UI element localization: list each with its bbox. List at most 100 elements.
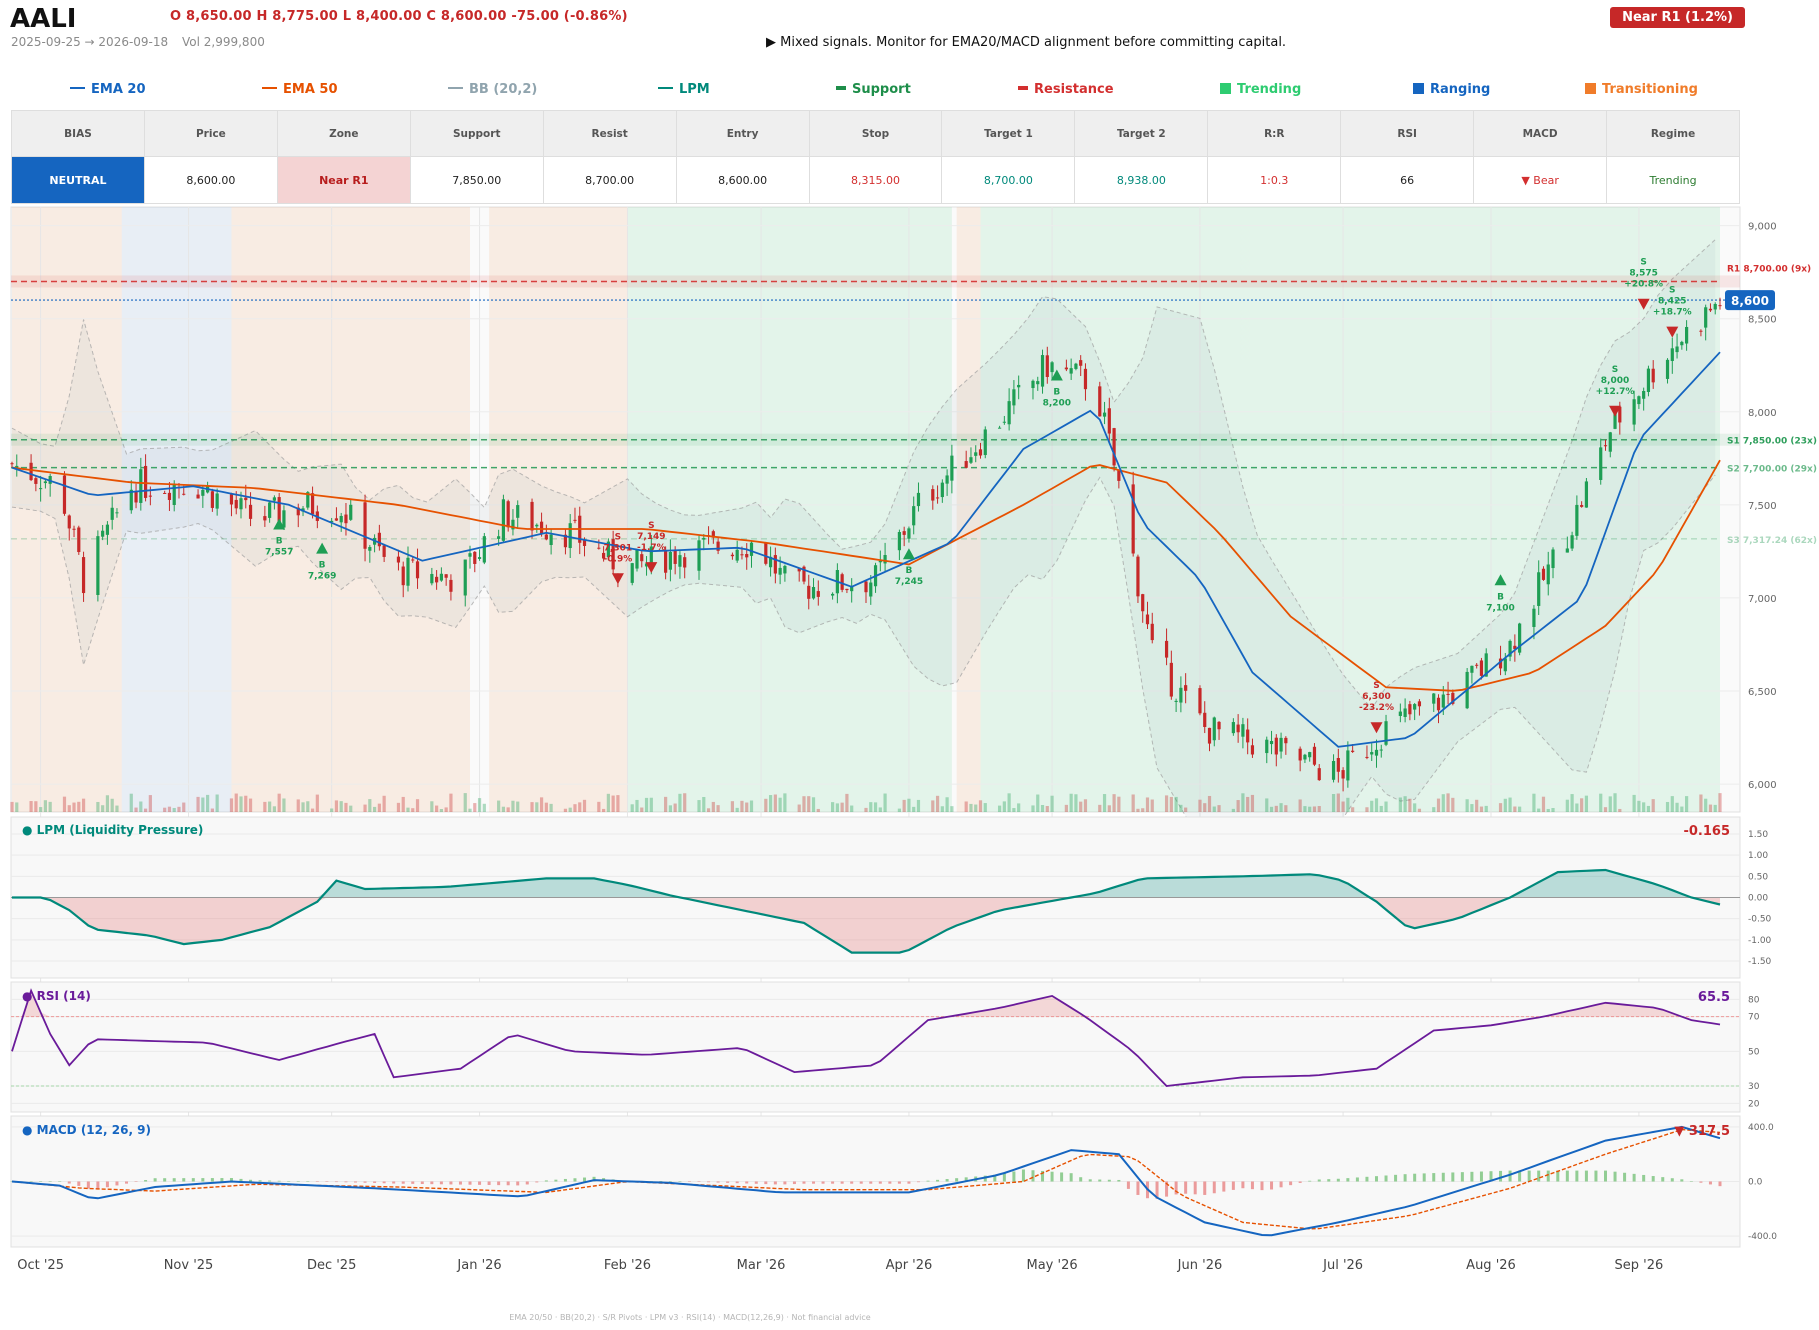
volume-bar bbox=[1331, 794, 1336, 812]
legend-item-lpm[interactable]: LPM bbox=[658, 82, 710, 97]
volume-bar bbox=[749, 800, 754, 812]
macd-histogram-bar bbox=[392, 1181, 396, 1184]
volume-bar bbox=[368, 799, 372, 812]
volume-bar bbox=[797, 804, 801, 812]
volume-bar bbox=[1164, 795, 1169, 812]
candle-body bbox=[268, 502, 272, 518]
candle-body bbox=[978, 449, 983, 456]
legend-item-ema-50[interactable]: EMA 50 bbox=[262, 82, 338, 97]
legend-item-ranging[interactable]: Ranging bbox=[1413, 82, 1490, 97]
signal-side-label: B bbox=[1497, 592, 1504, 602]
macd-histogram-bar bbox=[840, 1181, 844, 1184]
candle-body bbox=[339, 515, 343, 523]
candle-body bbox=[430, 573, 434, 584]
candle-body bbox=[1141, 594, 1145, 612]
macd-histogram-bar bbox=[1184, 1181, 1188, 1194]
legend-swatch bbox=[70, 86, 85, 89]
candle-body bbox=[1479, 660, 1484, 676]
volume-bar bbox=[105, 795, 110, 812]
legend-label: Transitioning bbox=[1602, 82, 1698, 97]
candle-body bbox=[535, 524, 539, 527]
candle-body bbox=[931, 489, 935, 501]
candle-body bbox=[182, 493, 186, 495]
signal-side-label: B bbox=[276, 536, 283, 546]
candle-body bbox=[1665, 359, 1670, 379]
macd-histogram-bar bbox=[897, 1181, 901, 1184]
volume-bar bbox=[1675, 802, 1679, 812]
volume-bar bbox=[1102, 794, 1107, 812]
volume-bar bbox=[1570, 794, 1574, 812]
rsi-title: ● RSI (14) bbox=[22, 989, 91, 1003]
candle-body bbox=[1379, 749, 1383, 751]
volume-bar bbox=[1112, 794, 1116, 812]
x-tick-label: Jun '26 bbox=[1177, 1258, 1223, 1273]
legend-item-transitioning[interactable]: Transitioning bbox=[1585, 82, 1698, 97]
macd-histogram-bar bbox=[678, 1181, 682, 1182]
macd-histogram-bar bbox=[478, 1181, 482, 1185]
macd-histogram-bar bbox=[1518, 1170, 1522, 1182]
regime-band-transitioning bbox=[956, 207, 981, 812]
macd-histogram-bar bbox=[29, 1181, 33, 1182]
volume-bar bbox=[644, 797, 649, 812]
macd-histogram-bar bbox=[210, 1178, 214, 1182]
volume-bar bbox=[1498, 803, 1503, 812]
candle-body bbox=[1417, 701, 1422, 707]
volume-bar bbox=[1346, 797, 1350, 812]
volume-bar bbox=[1312, 806, 1317, 812]
volume-bar bbox=[177, 806, 181, 812]
x-tick-label: Nov '25 bbox=[164, 1258, 214, 1273]
volume-bar bbox=[1713, 804, 1717, 812]
candle-body bbox=[1441, 694, 1445, 708]
candle-body bbox=[148, 495, 152, 497]
lpm-tick-label: 1.50 bbox=[1748, 830, 1768, 840]
candle-body bbox=[697, 540, 701, 571]
legend-item-trending[interactable]: Trending bbox=[1220, 82, 1301, 97]
volume-bar bbox=[678, 793, 682, 812]
macd-tick-label: -400.0 bbox=[1748, 1232, 1777, 1242]
macd-histogram-bar bbox=[1241, 1181, 1245, 1189]
legend-item-bb-20-2[interactable]: BB (20,2) bbox=[448, 82, 537, 97]
macd-histogram-bar bbox=[134, 1181, 138, 1182]
signal-price-label: 7,269 bbox=[308, 572, 336, 582]
volume-bar bbox=[363, 804, 367, 812]
macd-histogram-bar bbox=[573, 1178, 577, 1182]
volume-bar bbox=[10, 801, 14, 812]
macd-histogram-bar bbox=[229, 1178, 233, 1182]
macd-histogram-bar bbox=[77, 1181, 81, 1186]
candle-body bbox=[468, 553, 472, 557]
macd-histogram-bar bbox=[1050, 1171, 1054, 1182]
candle-body bbox=[229, 494, 234, 505]
volume-bar bbox=[1508, 797, 1512, 812]
macd-histogram-bar bbox=[1012, 1171, 1016, 1182]
candle-body bbox=[411, 559, 415, 561]
volume-bar bbox=[1384, 801, 1388, 812]
legend-item-ema-20[interactable]: EMA 20 bbox=[70, 82, 146, 97]
volume-bar bbox=[673, 803, 677, 812]
legend-item-support[interactable]: Support bbox=[836, 82, 911, 97]
volume-bar bbox=[1432, 807, 1436, 812]
candle-body bbox=[1403, 708, 1407, 717]
macd-histogram-bar bbox=[1594, 1170, 1598, 1182]
legend-item-resistance[interactable]: Resistance bbox=[1018, 82, 1114, 97]
signal-side-label: S bbox=[1669, 286, 1675, 296]
macd-histogram-bar bbox=[1499, 1170, 1503, 1182]
candle-body bbox=[1351, 750, 1355, 752]
macd-histogram-bar bbox=[1165, 1181, 1169, 1197]
volume-bar bbox=[1107, 805, 1111, 812]
volume-bar bbox=[745, 802, 749, 812]
volume-bar bbox=[1231, 808, 1235, 812]
candle-body bbox=[482, 536, 486, 563]
candle-body bbox=[1541, 568, 1546, 580]
macd-histogram-bar bbox=[1460, 1172, 1464, 1182]
volume-bar bbox=[1265, 798, 1269, 812]
candle-body bbox=[310, 493, 315, 515]
regime-band-trending bbox=[627, 207, 952, 812]
macd-histogram-bar bbox=[1699, 1181, 1703, 1183]
candle-body bbox=[597, 547, 601, 549]
volume-bar bbox=[1718, 793, 1722, 812]
ema50-line bbox=[11, 459, 1721, 692]
table-header-regime: Regime bbox=[1606, 110, 1740, 157]
candle-body bbox=[1074, 363, 1078, 369]
volume-bar bbox=[1541, 796, 1546, 812]
price-tick-label: 6,000 bbox=[1748, 780, 1777, 791]
